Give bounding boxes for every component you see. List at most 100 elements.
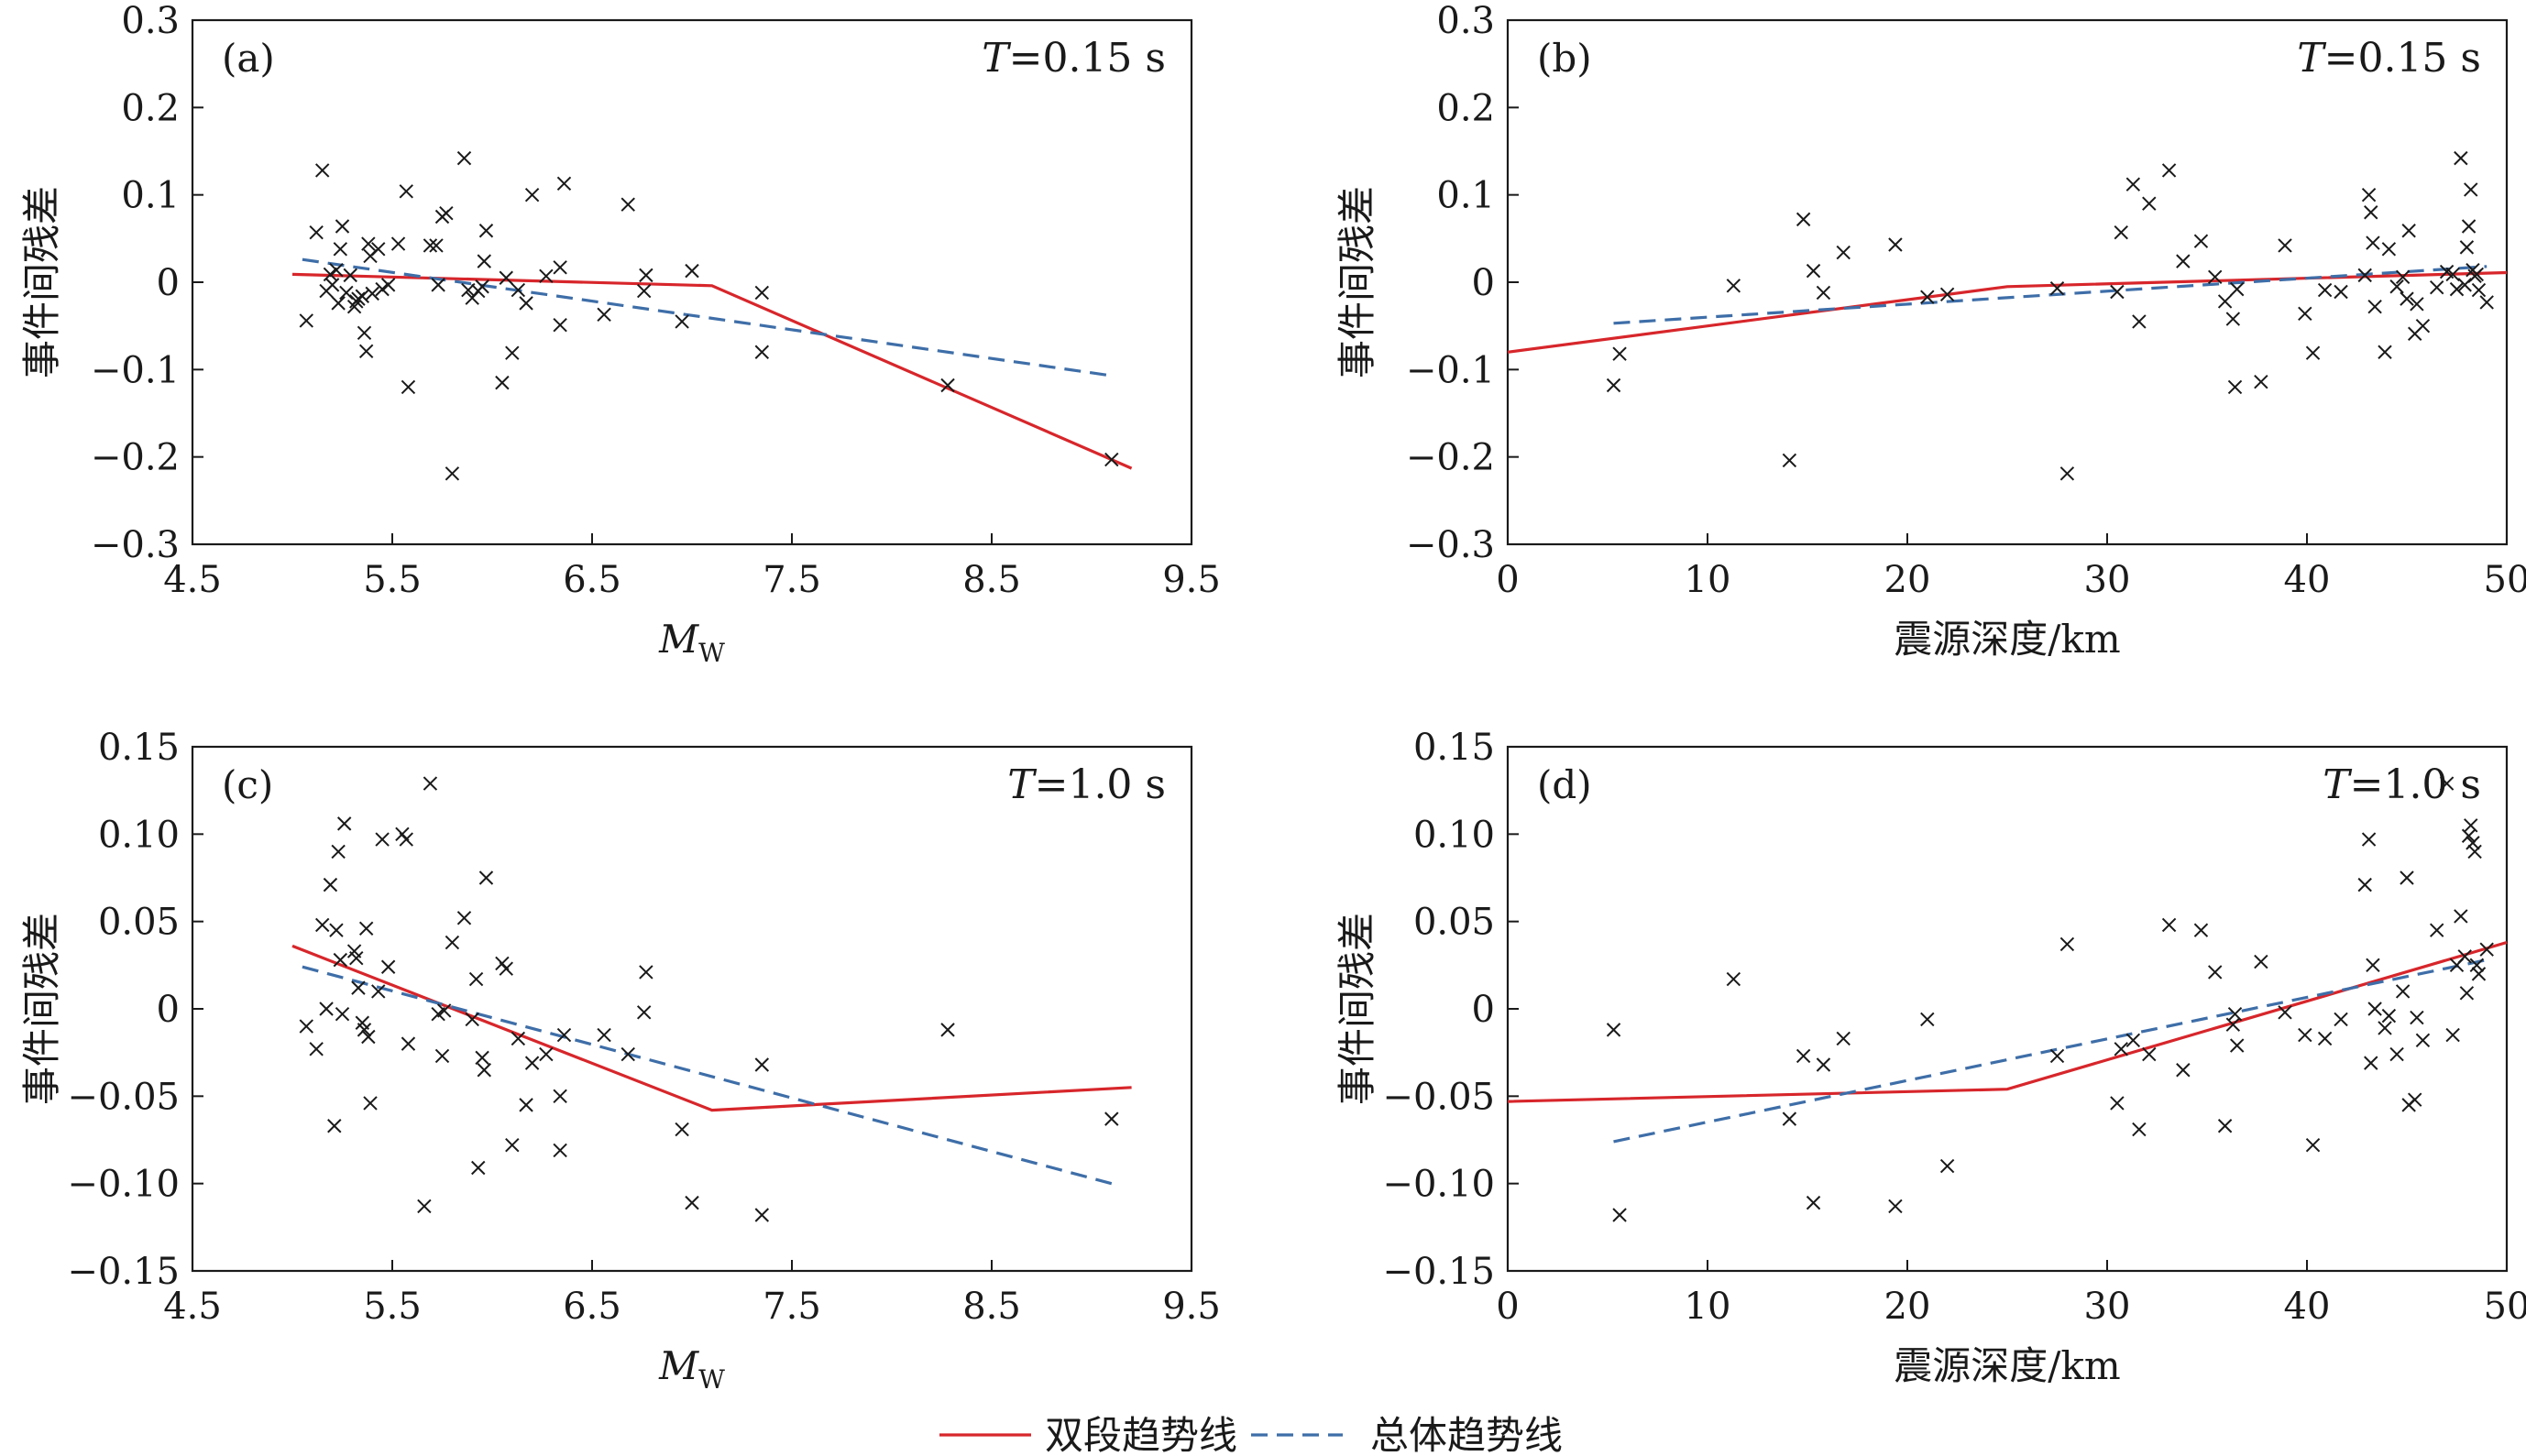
x-axis-title-sub: W	[698, 1364, 725, 1395]
data-point	[2114, 1042, 2128, 1056]
data-point	[2439, 776, 2455, 791]
data-point	[2317, 1031, 2333, 1046]
data-point	[465, 1012, 479, 1027]
data-point	[309, 224, 324, 240]
data-point	[417, 1199, 432, 1214]
x-axis-title-sub: W	[698, 638, 725, 668]
data-point	[2378, 1021, 2392, 1035]
data-point	[2381, 1008, 2397, 1024]
y-tick-label: −0.2	[1406, 437, 1495, 479]
data-point	[1612, 346, 1627, 361]
y-tick-label: 0.3	[121, 0, 180, 42]
data-point	[478, 870, 494, 885]
panel-a: 4.5 5.5 6.5 7.5 8.5 9.5 −0.3 −0.2 −0.1 0 0.1 0.2 0.3…	[19, 0, 1221, 668]
y-tick-label: 0.05	[98, 902, 180, 944]
period-symbol: T	[1007, 761, 1038, 808]
data-point	[2161, 917, 2177, 933]
data-point	[2364, 1056, 2378, 1070]
y-tick-label: −0.15	[67, 1251, 180, 1293]
x-tick-label: 20	[1884, 1286, 1931, 1328]
data-point	[2357, 268, 2372, 283]
data-point	[2229, 281, 2245, 297]
data-point	[358, 344, 374, 359]
y-tick-label: −0.15	[1382, 1251, 1495, 1293]
data-point	[636, 283, 652, 299]
data-point	[477, 254, 491, 268]
data-point	[333, 242, 348, 257]
data-point	[2401, 224, 2416, 238]
data-point	[471, 1160, 486, 1176]
data-point	[478, 224, 494, 238]
data-point	[375, 832, 390, 847]
data-point	[423, 238, 438, 253]
y-tick-label: −0.10	[67, 1164, 180, 1206]
y-tick-label: 0.2	[1436, 87, 1495, 129]
data-point	[2217, 1119, 2233, 1133]
data-point	[365, 286, 379, 301]
data-point	[299, 313, 313, 328]
data-point	[1836, 245, 1851, 260]
data-point	[553, 318, 567, 333]
data-point	[2415, 1033, 2431, 1048]
x-tick-label: 4.5	[163, 1286, 222, 1328]
data-point	[2110, 284, 2125, 300]
data-point	[597, 307, 611, 322]
plot-frame	[191, 18, 1193, 546]
data-point	[2298, 306, 2312, 322]
data-point	[524, 187, 540, 203]
data-point	[335, 1007, 350, 1022]
data-point	[2429, 280, 2444, 295]
data-point	[2225, 312, 2241, 326]
x-tick-label: 30	[2084, 1286, 2131, 1328]
data-point	[2176, 254, 2191, 268]
y-tick-label: −0.1	[91, 349, 180, 391]
data-point	[329, 923, 344, 937]
y-tick-label: 0.10	[1413, 814, 1495, 856]
data-point	[2381, 242, 2397, 257]
data-point	[1782, 1111, 1797, 1126]
data-point	[2378, 345, 2392, 359]
data-point	[324, 278, 340, 292]
data-point	[2161, 163, 2177, 178]
y-tick-label: 0.05	[1413, 902, 1495, 944]
data-point	[331, 844, 346, 859]
data-point	[621, 197, 635, 212]
data-point	[754, 345, 770, 359]
data-point	[2125, 177, 2141, 192]
x-tick-label: 10	[1685, 1286, 1731, 1328]
data-point	[2408, 1092, 2422, 1107]
data-point	[2429, 923, 2444, 937]
data-point	[1920, 1012, 1935, 1027]
two-segment-trend-line	[1507, 940, 2508, 1103]
data-point	[2110, 1096, 2125, 1111]
data-point	[1806, 263, 1821, 279]
data-point	[2227, 379, 2243, 395]
period-value: =1.0 s	[2350, 761, 2481, 808]
data-point	[2254, 374, 2268, 389]
data-point	[477, 1063, 491, 1078]
data-point	[1920, 290, 1935, 304]
data-point	[505, 345, 520, 360]
data-point	[401, 379, 416, 395]
data-point	[363, 1096, 378, 1111]
y-tick-label: −0.3	[1406, 524, 1495, 566]
data-point	[553, 260, 567, 275]
data-point	[335, 219, 350, 234]
data-point	[519, 1098, 533, 1112]
data-point	[2059, 936, 2075, 952]
x-axis-title: 震源深度/km	[1894, 1343, 2120, 1388]
data-point	[343, 268, 357, 283]
x-tick-label: 5.5	[363, 559, 422, 601]
data-point	[475, 1050, 489, 1066]
data-point	[357, 1023, 372, 1037]
x-tick-label: 8.5	[962, 1286, 1021, 1328]
data-point	[2142, 196, 2157, 211]
x-tick-label: 50	[2484, 1286, 2526, 1328]
y-tick-label: 0.15	[98, 727, 180, 769]
data-point	[2361, 832, 2377, 847]
data-point	[2366, 958, 2380, 973]
data-point	[2125, 1033, 2141, 1048]
data-point	[468, 971, 484, 987]
data-point	[319, 1002, 334, 1016]
data-point	[299, 1019, 313, 1034]
